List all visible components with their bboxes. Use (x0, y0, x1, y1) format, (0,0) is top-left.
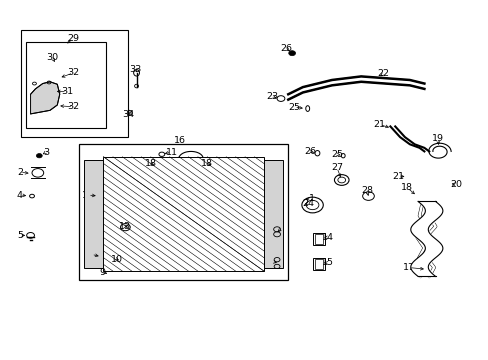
Text: 17: 17 (402, 263, 414, 272)
Text: 2: 2 (17, 168, 23, 177)
Text: 14: 14 (322, 233, 333, 242)
Text: 32: 32 (67, 68, 79, 77)
Text: 1: 1 (308, 194, 314, 203)
Text: 18: 18 (401, 183, 412, 192)
Text: 15: 15 (322, 258, 333, 267)
Text: 4: 4 (17, 190, 23, 199)
Text: 10: 10 (111, 255, 123, 264)
Text: 13: 13 (119, 222, 131, 231)
Text: 32: 32 (67, 102, 79, 111)
Text: 18: 18 (145, 159, 157, 168)
Text: 18: 18 (200, 159, 212, 168)
Polygon shape (30, 82, 60, 114)
Bar (21, 30, 127, 137)
Text: 34: 34 (122, 111, 135, 120)
Text: 27: 27 (330, 163, 342, 172)
Text: 33: 33 (129, 65, 141, 74)
Text: 12: 12 (82, 190, 94, 199)
Text: 21: 21 (373, 120, 385, 129)
Bar (84, 160, 103, 267)
Text: 25: 25 (330, 150, 342, 159)
Text: 16: 16 (174, 136, 186, 145)
Circle shape (288, 51, 295, 56)
Bar (264, 160, 283, 267)
Text: 23: 23 (266, 92, 278, 101)
Text: 19: 19 (431, 134, 443, 143)
Bar (312, 257, 324, 270)
Text: 26: 26 (304, 147, 316, 156)
Text: 21: 21 (391, 172, 403, 181)
Bar (314, 234, 322, 244)
Text: 20: 20 (449, 180, 462, 189)
Circle shape (36, 154, 42, 158)
Bar (26, 42, 106, 128)
Text: 9: 9 (100, 268, 105, 277)
Text: 5: 5 (17, 231, 23, 240)
Text: 3: 3 (43, 148, 49, 157)
Text: 6: 6 (277, 225, 283, 234)
Text: 28: 28 (360, 186, 372, 195)
Text: 26: 26 (280, 44, 292, 53)
Text: 7: 7 (271, 258, 277, 267)
Text: 22: 22 (377, 69, 389, 78)
Text: 8: 8 (88, 250, 94, 259)
Text: 11: 11 (165, 148, 177, 157)
Text: 24: 24 (302, 199, 314, 208)
FancyBboxPatch shape (103, 157, 264, 271)
Text: 29: 29 (67, 35, 79, 44)
Bar (314, 259, 322, 269)
Bar (79, 144, 287, 280)
Bar (312, 233, 324, 246)
Text: 31: 31 (61, 87, 73, 96)
Text: 25: 25 (287, 103, 300, 112)
Text: 30: 30 (46, 53, 59, 62)
